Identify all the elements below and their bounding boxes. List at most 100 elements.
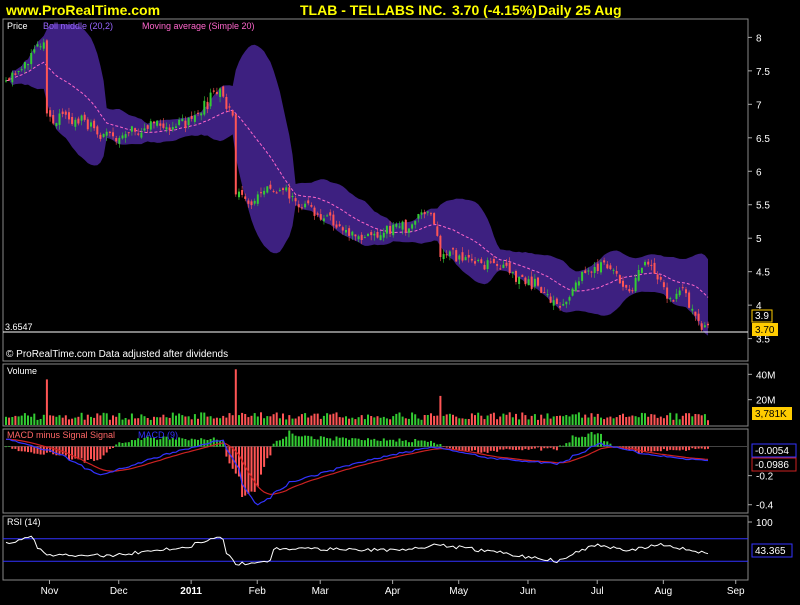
volume-bar-2011-03-02	[310, 415, 313, 425]
candle-2010-11-17	[74, 119, 77, 127]
candle-2011-06-03	[521, 274, 524, 277]
volume-bar-2010-11-25	[93, 417, 96, 425]
macd-hist-2010-11-05	[49, 446, 52, 453]
volume-bar-2011-04-11	[398, 412, 401, 425]
volume-bar-2011-08-24	[703, 414, 706, 425]
volume-bar-2011-05-13	[474, 415, 476, 425]
candle-2010-12-13	[130, 126, 133, 132]
volume-bar-2010-11-29	[99, 415, 102, 425]
candle-2011-01-19	[215, 92, 218, 94]
price-tick-5.5: 5.5	[756, 201, 770, 212]
macd-hist-2011-07-01	[584, 437, 587, 447]
macd-hist-2011-03-28	[367, 438, 369, 447]
macd-hist-2010-10-25	[20, 446, 23, 452]
volume-bar-2010-12-14	[134, 418, 137, 425]
macd-hist-2011-01-06	[187, 440, 190, 447]
volume-bar-2010-11-03	[42, 414, 45, 425]
macd-hist-2011-01-31	[241, 446, 244, 497]
price-panel	[2, 18, 749, 362]
volume-bar-2011-04-26	[433, 415, 436, 425]
volume-bar-2011-02-28	[304, 413, 307, 425]
macd-hist-2011-08-15	[681, 446, 684, 450]
macd-hist-2011-02-25	[300, 436, 303, 447]
volume-bar-2011-05-30	[508, 412, 511, 425]
macd-hist-2011-02-08	[260, 446, 262, 475]
candle-2011-07-05	[590, 271, 593, 273]
volume-bar-2011-05-06	[458, 418, 461, 425]
macd-hist-2011-02-09	[263, 446, 266, 467]
volume-bar-2011-04-27	[436, 415, 439, 425]
macd-hist-2010-11-01	[36, 446, 39, 454]
volume-bar-2010-10-22	[17, 416, 20, 425]
macd-hist-2010-12-03	[112, 446, 114, 448]
macd-hist-2011-03-23	[357, 438, 360, 447]
candle-2011-06-07	[527, 279, 530, 286]
macd-hist-2011-08-18	[691, 446, 694, 449]
volume-bar-2011-05-24	[496, 419, 499, 425]
bollinger-band	[6, 24, 708, 336]
volume-bar-2011-04-01	[379, 417, 382, 425]
volume-bar-2011-05-11	[467, 419, 470, 425]
volume-bars	[5, 369, 709, 425]
price-tick-3.5: 3.5	[756, 335, 770, 346]
candle-2011-07-20	[625, 284, 628, 288]
macd-hist-2011-07-27	[640, 446, 643, 453]
volume-bar-2011-03-16	[341, 417, 344, 425]
macd-hist-2011-08-24	[703, 446, 706, 450]
macd-hist-2011-08-03	[656, 446, 659, 452]
candle-2011-01-25	[228, 106, 231, 108]
candle-2010-11-29	[99, 134, 102, 139]
macd-hist-2011-06-09	[533, 446, 536, 449]
macd-hist-2011-07-22	[631, 446, 634, 450]
volume-bar-2011-01-12	[200, 412, 203, 425]
candle-2010-10-21	[14, 73, 17, 75]
volume-bar-2011-05-26	[502, 413, 505, 425]
candle-2011-08-22	[697, 313, 700, 321]
volume-bar-2011-07-28	[644, 413, 646, 425]
candle-2010-11-24	[90, 122, 92, 127]
macd-hist-2011-01-12	[200, 438, 203, 447]
candle-2011-07-29	[647, 261, 650, 265]
volume-bar-2010-11-11	[61, 417, 64, 425]
macd-hist-2010-10-19	[8, 446, 11, 447]
volume-bar-2010-12-22	[153, 416, 155, 425]
last-price-box	[752, 323, 778, 336]
volume-bar-2011-01-17	[209, 416, 212, 425]
candle-2011-05-05	[455, 250, 458, 262]
candle-2011-01-14	[206, 101, 209, 110]
macd-hist-2010-11-23	[86, 446, 89, 460]
macd-line	[5, 438, 709, 506]
axis-ticks: 3.5 4 4.5 5 5.5 6 6.5 7 7.5 8 20M 40M -0.2 -0.4 100 Nov…	[41, 33, 776, 597]
label-volume: Volume	[7, 366, 37, 376]
volume-bar-2011-01-19	[215, 417, 218, 425]
macd-hist-2011-05-20	[489, 446, 492, 451]
volume-bar-2011-02-07	[256, 416, 259, 425]
volume-bar-2011-07-08	[600, 417, 602, 425]
macd-hist-2010-11-03	[42, 446, 45, 455]
volume-bar-2011-08-17	[688, 413, 691, 425]
candle-2011-02-15	[275, 192, 278, 194]
candle-2011-01-12	[200, 113, 203, 116]
macd-hist-2010-12-02	[108, 446, 111, 449]
macd-value: -0.0986	[755, 460, 789, 471]
volume-bar-2011-08-03	[656, 417, 659, 425]
macd-hist-2010-11-15	[68, 446, 70, 460]
macd-hist-2011-01-05	[184, 439, 187, 447]
macd-hist-2011-06-24	[568, 442, 571, 447]
macd-hist-2011-03-22	[354, 438, 357, 447]
macd-hist-2011-05-03	[448, 446, 451, 449]
volume-bar-2011-02-04	[253, 413, 256, 425]
volume-bar-2011-06-03	[521, 412, 524, 425]
volume-bar-2011-03-07	[319, 418, 322, 425]
volume-bar-2011-06-16	[549, 418, 552, 425]
macd-hist-box	[751, 443, 797, 458]
volume-bar-2011-01-27	[234, 369, 237, 425]
volume-bar-2011-06-28	[574, 414, 577, 425]
price-tick-4: 4	[756, 301, 762, 312]
volume-bar-2011-06-20	[555, 416, 558, 425]
volume-bar-2011-02-01	[244, 414, 247, 425]
candle-2011-01-17	[209, 92, 212, 107]
candle-2011-07-14	[612, 269, 615, 271]
volume-bar-2011-03-10	[329, 414, 332, 425]
candle-2011-06-23	[565, 301, 568, 305]
